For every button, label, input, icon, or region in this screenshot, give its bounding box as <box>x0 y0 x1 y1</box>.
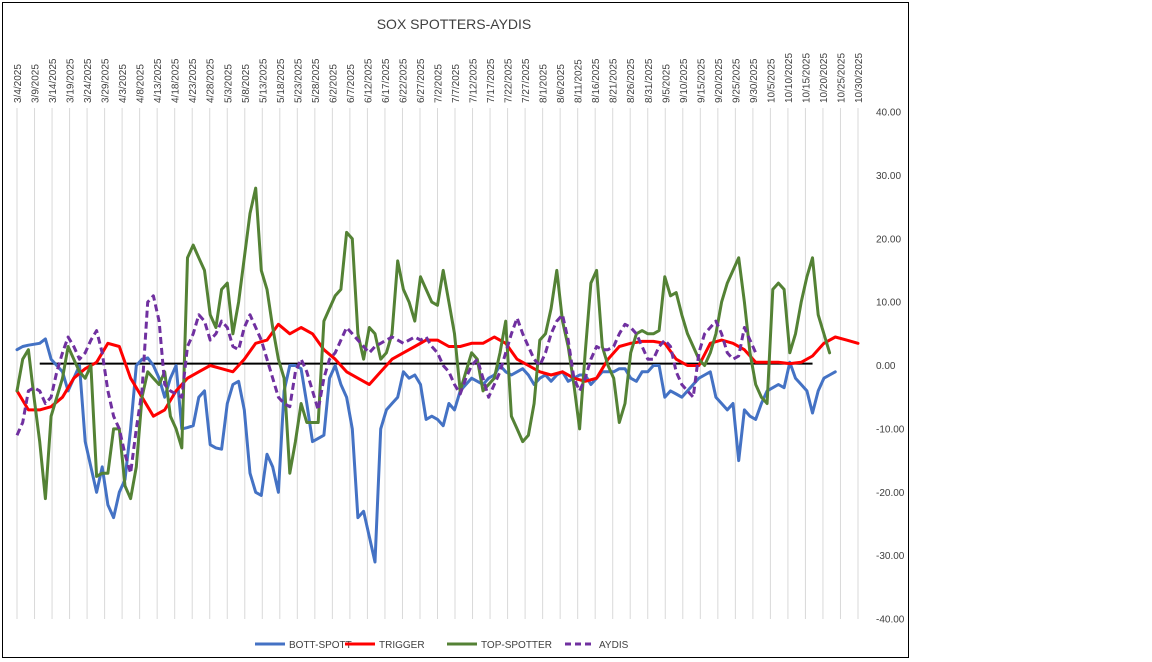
x-tick-label: 4/13/2025 <box>153 58 164 103</box>
x-tick-label: 8/26/2025 <box>626 58 637 103</box>
series-lines <box>15 186 860 564</box>
y-tick-label: 40.00 <box>876 108 901 119</box>
x-tick-label: 3/14/2025 <box>48 58 59 103</box>
y-tick-label: -10.00 <box>876 424 905 435</box>
x-tick-label: 8/31/2025 <box>644 58 655 103</box>
y-tick-label: -20.00 <box>876 488 905 499</box>
x-tick-label: 9/30/2025 <box>749 58 760 103</box>
x-tick-label: 5/23/2025 <box>293 58 304 103</box>
x-tick-label: 9/5/2025 <box>661 64 672 103</box>
x-tick-label: 7/2/2025 <box>434 64 445 103</box>
x-tick-label: 3/19/2025 <box>66 58 77 103</box>
x-tick-label: 6/17/2025 <box>381 58 392 103</box>
y-tick-label: 0.00 <box>876 361 896 372</box>
x-tick-label: 4/28/2025 <box>206 58 217 103</box>
x-tick-label: 7/27/2025 <box>521 58 532 103</box>
x-tick-label: 9/20/2025 <box>714 58 725 103</box>
x-tick-label: 10/5/2025 <box>766 58 777 103</box>
x-tick-label: 8/16/2025 <box>591 58 602 103</box>
legend-label: TOP-SPOTTER <box>481 640 552 651</box>
x-tick-label: 9/10/2025 <box>679 58 690 103</box>
series-line-trigger <box>15 322 860 418</box>
series-line-aydis <box>15 294 758 475</box>
x-tick-label: 5/18/2025 <box>276 58 287 103</box>
y-tick-label: 20.00 <box>876 234 901 245</box>
x-tick-label: 8/1/2025 <box>539 64 550 103</box>
x-tick-label: 4/3/2025 <box>118 64 129 103</box>
x-tick-label: 8/21/2025 <box>609 58 620 103</box>
chart-legend: BOTT-SPOTT TRIGGER TOP-SPOTTER AYDIS <box>255 640 629 651</box>
legend-label: TRIGGER <box>379 640 425 651</box>
x-tick-label: 7/12/2025 <box>469 58 480 103</box>
y-tick-label: -40.00 <box>876 615 905 626</box>
x-tick-label: 10/15/2025 <box>801 53 812 103</box>
series-line-top-spotter <box>15 186 832 501</box>
legend-label: AYDIS <box>599 640 629 651</box>
x-tick-label: 8/11/2025 <box>574 59 585 103</box>
x-tick-label: 7/7/2025 <box>451 64 462 103</box>
x-tick-label: 10/10/2025 <box>784 53 795 103</box>
x-tick-label: 8/6/2025 <box>556 64 567 103</box>
x-tick-label: 6/22/2025 <box>398 58 409 103</box>
x-tick-label: 3/29/2025 <box>101 58 112 103</box>
x-tick-label: 5/13/2025 <box>258 58 269 103</box>
x-tick-label: 5/28/2025 <box>311 58 322 103</box>
x-tick-label: 3/4/2025 <box>13 64 24 103</box>
x-tick-label: 10/20/2025 <box>819 53 830 103</box>
x-tick-label: 6/27/2025 <box>416 58 427 103</box>
x-tick-label: 6/2/2025 <box>328 64 339 103</box>
x-tick-label: 10/25/2025 <box>836 53 847 103</box>
y-axis-tick-labels: 40.00 30.00 20.00 10.00 0.00 -10.00 -20.00 -30.… <box>876 108 905 626</box>
chart-title: SOX SPOTTERS-AYDIS <box>377 16 532 32</box>
x-axis-tick-labels: 3/4/2025 3/9/2025 3/14/2025 3/19/2025 3/24/2… <box>13 53 865 103</box>
legend-label: BOTT-SPOTT <box>289 640 352 651</box>
y-tick-label: 30.00 <box>876 171 901 182</box>
x-tick-label: 3/24/2025 <box>83 58 94 103</box>
x-tick-label: 7/22/2025 <box>504 58 515 103</box>
x-tick-label: 4/18/2025 <box>171 58 182 103</box>
x-tick-label: 5/8/2025 <box>241 64 252 103</box>
x-tick-label: 7/17/2025 <box>486 58 497 103</box>
x-tick-label: 9/15/2025 <box>696 58 707 103</box>
chart-frame: SOX SPOTTERS-AYDIS 3/4/2025 3/9/2025 3/14/… <box>2 2 909 658</box>
x-tick-label: 9/25/2025 <box>731 58 742 103</box>
x-tick-label: 6/7/2025 <box>346 64 357 103</box>
x-tick-label: 4/8/2025 <box>136 64 147 103</box>
y-tick-label: 10.00 <box>876 298 901 309</box>
y-tick-label: -30.00 <box>876 551 905 562</box>
x-tick-label: 3/9/2025 <box>31 64 42 103</box>
x-tick-label: 10/30/2025 <box>854 53 865 103</box>
x-tick-label: 4/23/2025 <box>188 58 199 103</box>
line-chart: SOX SPOTTERS-AYDIS 3/4/2025 3/9/2025 3/14/… <box>13 16 905 651</box>
x-tick-label: 5/3/2025 <box>223 64 234 103</box>
x-tick-label: 6/12/2025 <box>363 58 374 103</box>
